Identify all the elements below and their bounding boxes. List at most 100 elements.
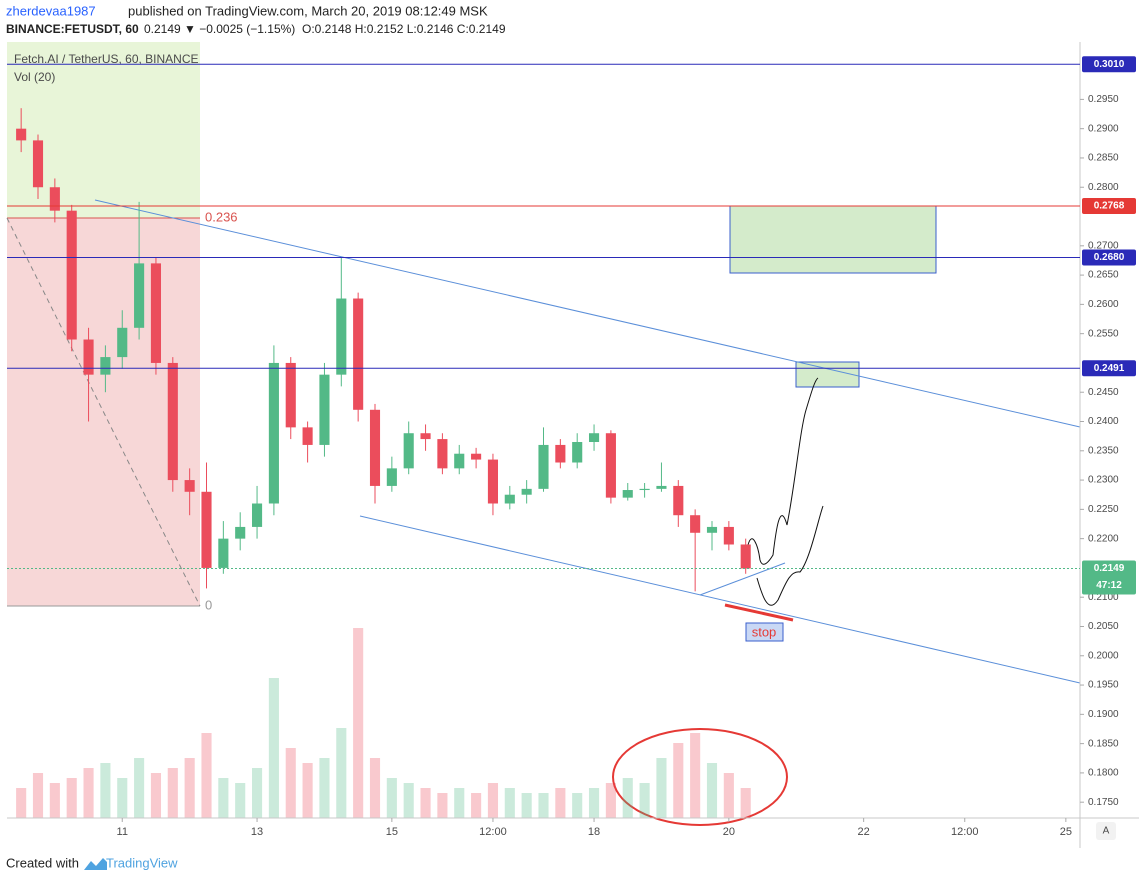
stop-line — [724, 603, 794, 622]
volume-bar — [369, 758, 381, 818]
volume-bar — [673, 743, 684, 818]
volume-bar — [336, 728, 347, 818]
y-tick-label: 0.2300 — [1088, 475, 1119, 486]
volume-bar — [201, 733, 212, 818]
projection-path — [747, 377, 819, 565]
candle-body — [66, 210, 77, 340]
symbol: BINANCE:FETUSDT, 60 — [6, 22, 139, 36]
candle-body — [504, 494, 515, 504]
candle-body — [100, 357, 111, 375]
candle-body — [723, 526, 734, 545]
candle-body — [622, 490, 633, 498]
volume-bar — [622, 778, 633, 818]
change: ▼ −0.0025 (−1.15%) — [184, 22, 295, 36]
volume-bar — [83, 768, 94, 818]
candle-body — [369, 409, 381, 486]
trendline — [94, 199, 1081, 428]
candle-body — [83, 339, 94, 375]
candle-body — [471, 453, 482, 460]
volume-bar — [49, 783, 60, 818]
volume-bar — [16, 788, 27, 818]
fib-label: 0.236 — [205, 209, 238, 224]
volume-highlight — [612, 728, 788, 826]
x-tick-label: 11 — [117, 826, 128, 838]
x-tick-label: 12:00 — [951, 826, 979, 838]
volume-bar — [639, 783, 650, 818]
y-tick-label: 0.1800 — [1088, 768, 1119, 779]
candle-body — [49, 187, 60, 211]
candle-body — [437, 439, 448, 469]
y-tick-label: 0.2900 — [1088, 123, 1119, 134]
projection-path — [756, 505, 824, 606]
volume-bar — [572, 793, 583, 818]
auto-scale-label[interactable]: A — [1103, 826, 1110, 837]
x-tick-label: 20 — [723, 826, 735, 838]
brand: TradingView — [106, 855, 178, 870]
candle-body — [538, 444, 549, 489]
x-tick-label: 25 — [1060, 826, 1072, 838]
volume-bar — [117, 778, 128, 818]
fib-zone-upper — [7, 42, 200, 218]
candle-body — [218, 538, 229, 568]
candle-body — [605, 433, 616, 498]
published: published on TradingView.com, March 20, … — [128, 3, 488, 18]
candle-body — [572, 442, 583, 463]
level-label: 0.2680 — [1094, 252, 1125, 263]
legend-volume: Vol (20) — [14, 70, 55, 84]
x-tick-label: 13 — [251, 826, 263, 838]
volume-bar — [134, 758, 145, 818]
volume-bar — [167, 768, 178, 818]
auto-scale-button[interactable] — [1096, 822, 1116, 840]
volume-bar — [706, 763, 718, 818]
volume-bar — [656, 758, 667, 818]
volume-bar — [319, 758, 330, 818]
candle-body — [690, 515, 701, 533]
candle-body — [420, 433, 431, 440]
x-tick-label: 22 — [858, 826, 870, 838]
y-tick-label: 0.1850 — [1088, 738, 1119, 749]
volume-bar — [218, 778, 229, 818]
candle-body — [403, 433, 414, 469]
candle-body — [201, 491, 212, 568]
candle-body — [184, 480, 195, 492]
candle-body — [117, 327, 128, 358]
candle-body — [706, 526, 718, 533]
volume-bar — [66, 778, 77, 818]
volume-bar — [555, 788, 566, 818]
y-tick-label: 0.1950 — [1088, 680, 1119, 691]
candle-body — [285, 362, 296, 428]
ohlc: O:0.2148 H:0.2152 L:0.2146 C:0.2149 — [302, 22, 506, 36]
brand-logo — [84, 858, 107, 870]
volume-bar — [386, 778, 397, 818]
level-label: 0.2768 — [1094, 201, 1125, 212]
level-tag — [1082, 249, 1136, 266]
candle-body — [454, 453, 465, 469]
volume-bar — [302, 763, 313, 818]
y-tick-label: 0.2850 — [1088, 153, 1119, 164]
candle-body — [150, 263, 162, 363]
volume-bar — [504, 788, 515, 818]
candle-body — [673, 485, 684, 516]
candle-body — [235, 526, 246, 539]
y-tick-label: 0.2800 — [1088, 182, 1119, 193]
candle-body — [251, 503, 263, 527]
candle-body — [639, 488, 650, 491]
countdown: 47:12 — [1096, 580, 1122, 591]
candle-body — [302, 427, 313, 445]
volume-bar — [588, 788, 600, 818]
y-tick-label: 0.2050 — [1088, 621, 1119, 632]
y-tick-label: 0.2350 — [1088, 445, 1119, 456]
target-box — [795, 361, 860, 388]
y-tick-label: 0.2550 — [1088, 328, 1119, 339]
candle-body — [487, 459, 499, 504]
volume-bar — [251, 768, 263, 818]
y-tick-label: 0.2000 — [1088, 650, 1119, 661]
candle-body — [32, 140, 44, 188]
stop-box — [745, 622, 784, 642]
volume-bar — [487, 783, 499, 818]
last-price-label: 0.2149 — [1094, 563, 1125, 574]
legend-series: Fetch.AI / TetherUS, 60, BINANCE — [14, 52, 199, 66]
volume-bar — [740, 788, 751, 818]
candle-body — [740, 544, 751, 569]
